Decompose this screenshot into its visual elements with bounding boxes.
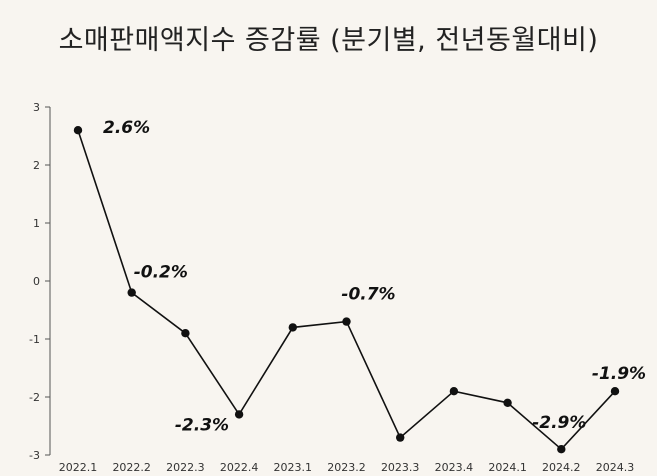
x-tick-label: 2024.2 (542, 461, 581, 474)
y-tick-label: 2 (33, 159, 40, 172)
data-point (396, 433, 405, 442)
x-tick-label: 2022.1 (59, 461, 98, 474)
data-point (73, 126, 83, 135)
y-tick-label: 0 (33, 275, 40, 288)
data-point (449, 387, 459, 396)
y-tick-label: -2 (29, 391, 40, 404)
data-label: -2.3% (175, 415, 229, 435)
data-point (181, 329, 190, 338)
chart-title: 소매판매액지수 증감률 (분기별, 전년동월대비) (58, 25, 599, 56)
data-label: 2.6% (103, 118, 150, 138)
y-tick-label: 3 (33, 101, 40, 114)
x-tick-label: 2023.2 (327, 461, 366, 474)
data-point (610, 387, 620, 396)
data-label: -0.7% (341, 285, 395, 305)
x-tick-label: 2022.3 (166, 461, 205, 474)
x-tick-label: 2023.1 (274, 461, 313, 474)
y-tick-label: -1 (29, 333, 40, 346)
data-point (288, 323, 297, 332)
data-label: -2.9% (532, 413, 586, 433)
data-point (503, 398, 512, 407)
data-point (127, 288, 136, 297)
x-tick-label: 2022.4 (220, 461, 259, 474)
y-tick-label: -3 (29, 449, 40, 462)
x-tick-label: 2022.2 (112, 461, 151, 474)
x-tick-label: 2023.4 (435, 461, 474, 474)
x-tick-label: 2024.1 (488, 461, 527, 474)
x-tick-label: 2024.3 (596, 461, 635, 474)
x-tick-label: 2023.3 (381, 461, 420, 474)
data-point (342, 317, 351, 326)
data-label: -0.2% (134, 263, 188, 283)
data-point (234, 410, 244, 419)
y-tick-label: 1 (33, 217, 40, 230)
data-point (557, 445, 566, 454)
data-label: -1.9% (592, 364, 646, 384)
